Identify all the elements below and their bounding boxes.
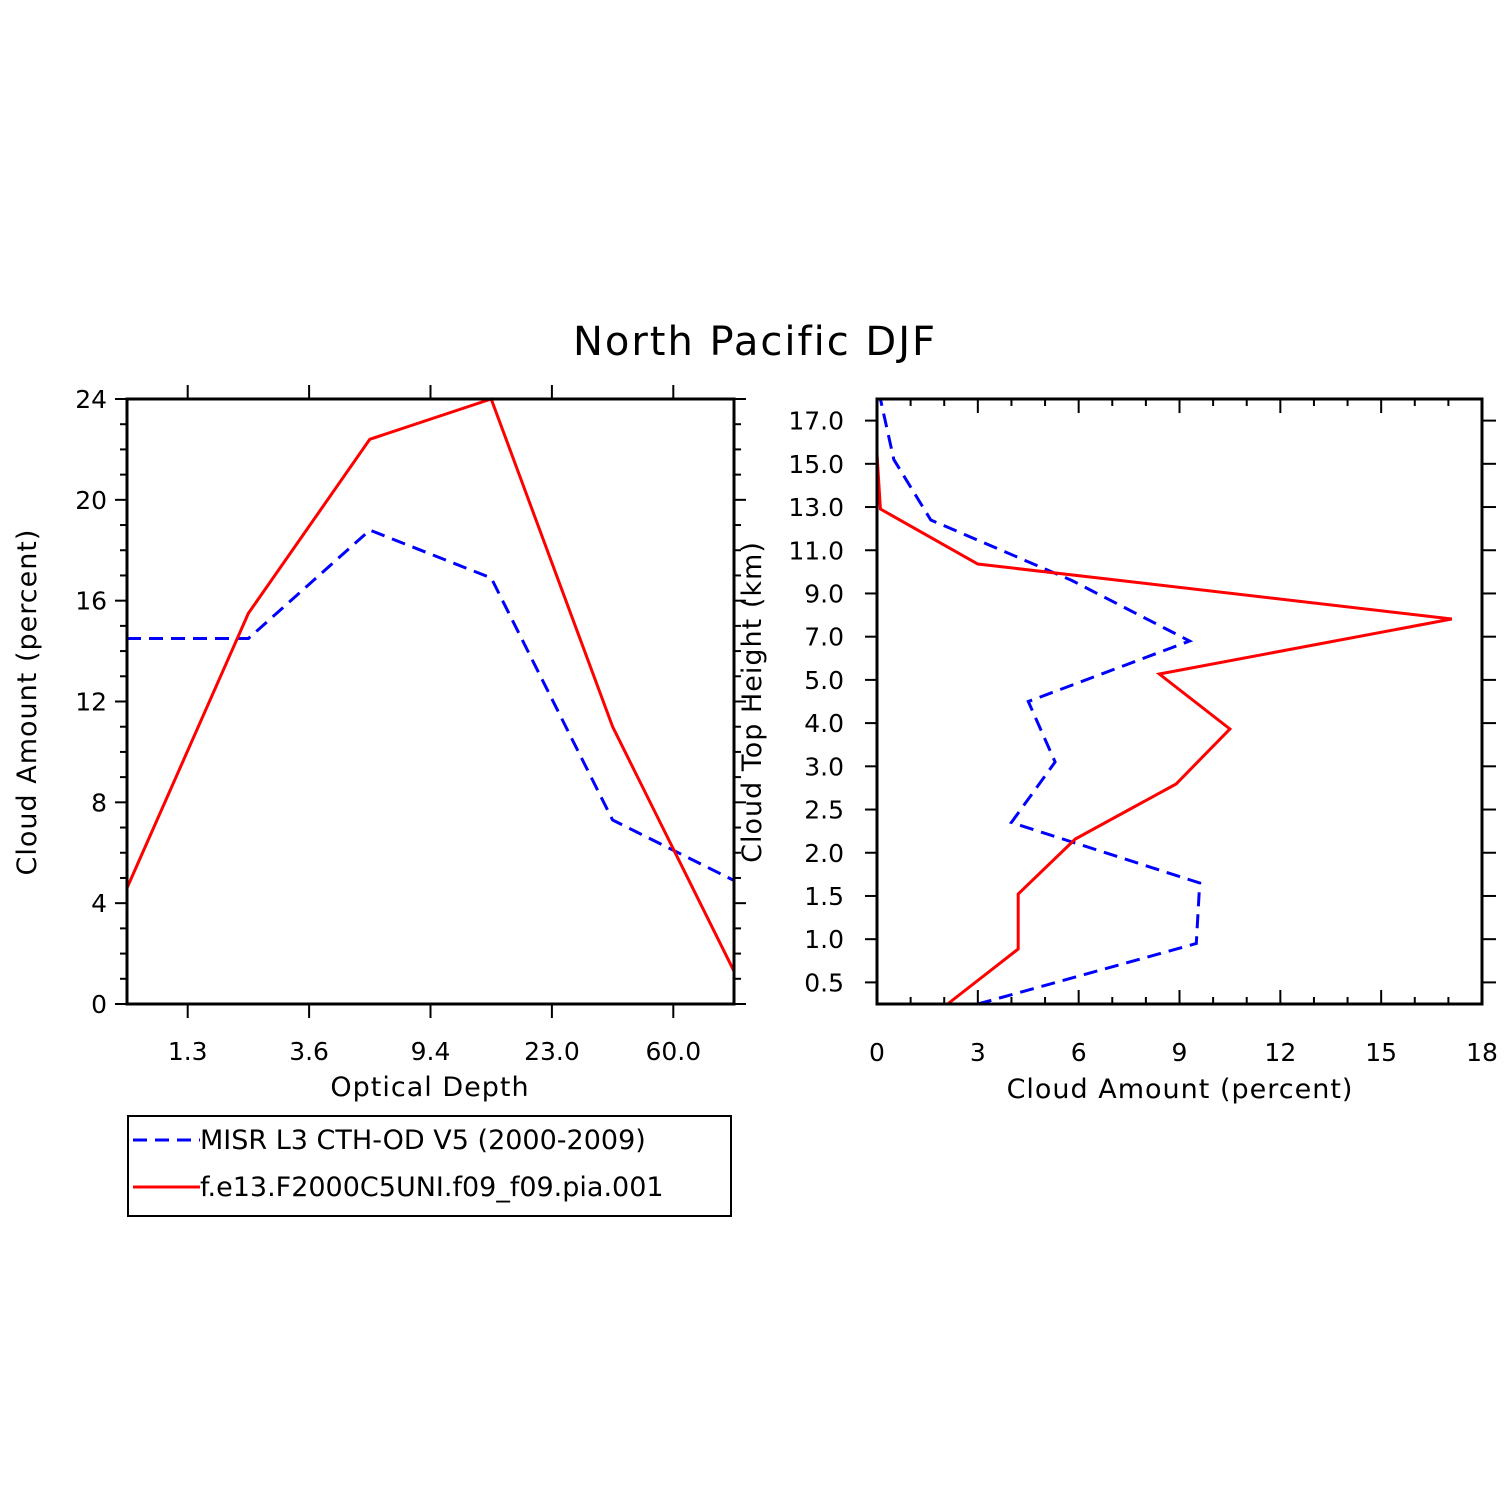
right-y-tick-label: 1.5 [804, 882, 844, 911]
left-y-tick-label: 8 [91, 788, 107, 817]
left-x-tick-label: 9.4 [411, 1037, 451, 1066]
right-x-tick-label: 3 [970, 1038, 986, 1067]
left-y-tick-label: 0 [91, 990, 107, 1019]
right-x-tick-label: 18 [1466, 1038, 1498, 1067]
right-y-tick-label: 4.0 [804, 709, 844, 738]
right-x-tick-label: 15 [1365, 1038, 1397, 1067]
right-y-tick-label: 5.0 [804, 666, 844, 695]
right-y-tick-label: 17.0 [788, 407, 844, 436]
right-y-tick-label: 11.0 [788, 536, 844, 565]
chart-title: North Pacific DJF [573, 319, 937, 365]
left-ticks: 0 4 8 12 16 20 24 1.3 3.6 9.4 23.0 60.0 [75, 385, 746, 1066]
right-panel: 0 3 6 9 12 15 18 0.5 1.0 1.5 2.0 2.5 3.0 4.0 5.0 7.0 9.0… [737, 397, 1498, 1105]
right-y-axis-label: Cloud Top Height (km) [737, 541, 768, 863]
legend: MISR L3 CTH-OD V5 (2000-2009) f.e13.F200… [127, 1115, 732, 1217]
right-y-tick-label: 2.0 [804, 839, 844, 868]
left-y-tick-label: 12 [75, 688, 107, 717]
right-x-tick-label: 12 [1264, 1038, 1296, 1067]
right-y-tick-label: 15.0 [788, 450, 844, 479]
left-y-tick-label: 20 [75, 486, 107, 515]
legend-box [127, 1115, 732, 1217]
right-y-tick-label: 9.0 [804, 579, 844, 608]
right-y-tick-label: 1.0 [804, 925, 844, 954]
left-panel: 0 4 8 12 16 20 24 1.3 3.6 9.4 23.0 60.0 Optical Dep… [12, 385, 746, 1103]
right-y-tick-label: 7.0 [804, 623, 844, 652]
left-x-axis-label: Optical Depth [330, 1072, 529, 1103]
right-y-tick-label: 0.5 [804, 968, 844, 997]
right-series-model-line [875, 399, 1453, 1006]
right-series-misr-line [878, 398, 1202, 1006]
right-ticks: 0 3 6 9 12 15 18 0.5 1.0 1.5 2.0 2.5 3.0 4.0 5.0 7.0 9.0… [788, 399, 1498, 1067]
right-y-tick-label: 13.0 [788, 493, 844, 522]
right-x-tick-label: 6 [1071, 1038, 1087, 1067]
left-x-tick-label: 1.3 [168, 1037, 208, 1066]
left-plot-frame [125, 397, 736, 1006]
left-x-tick-label: 3.6 [289, 1037, 329, 1066]
right-x-tick-label: 0 [869, 1038, 885, 1067]
left-x-tick-label: 23.0 [524, 1037, 580, 1066]
left-y-tick-label: 24 [75, 385, 107, 414]
right-plot-frame [875, 397, 1484, 1006]
right-x-axis-label: Cloud Amount (percent) [1007, 1074, 1354, 1105]
right-y-tick-label: 2.5 [804, 796, 844, 825]
left-y-tick-label: 16 [75, 587, 107, 616]
right-y-tick-label: 3.0 [804, 752, 844, 781]
left-series-model-line [125, 397, 736, 972]
left-y-tick-label: 4 [91, 889, 107, 918]
right-series-group [875, 398, 1453, 1006]
left-x-tick-label: 60.0 [645, 1037, 701, 1066]
left-series-group [125, 397, 736, 972]
right-x-tick-label: 9 [1172, 1038, 1188, 1067]
legend-label-misr: MISR L3 CTH-OD V5 (2000-2009) [200, 1125, 646, 1156]
legend-label-model: f.e13.F2000C5UNI.f09_f09.pia.001 [200, 1172, 664, 1203]
left-series-misr-line [127, 528, 735, 882]
left-y-axis-label: Cloud Amount (percent) [12, 529, 43, 876]
